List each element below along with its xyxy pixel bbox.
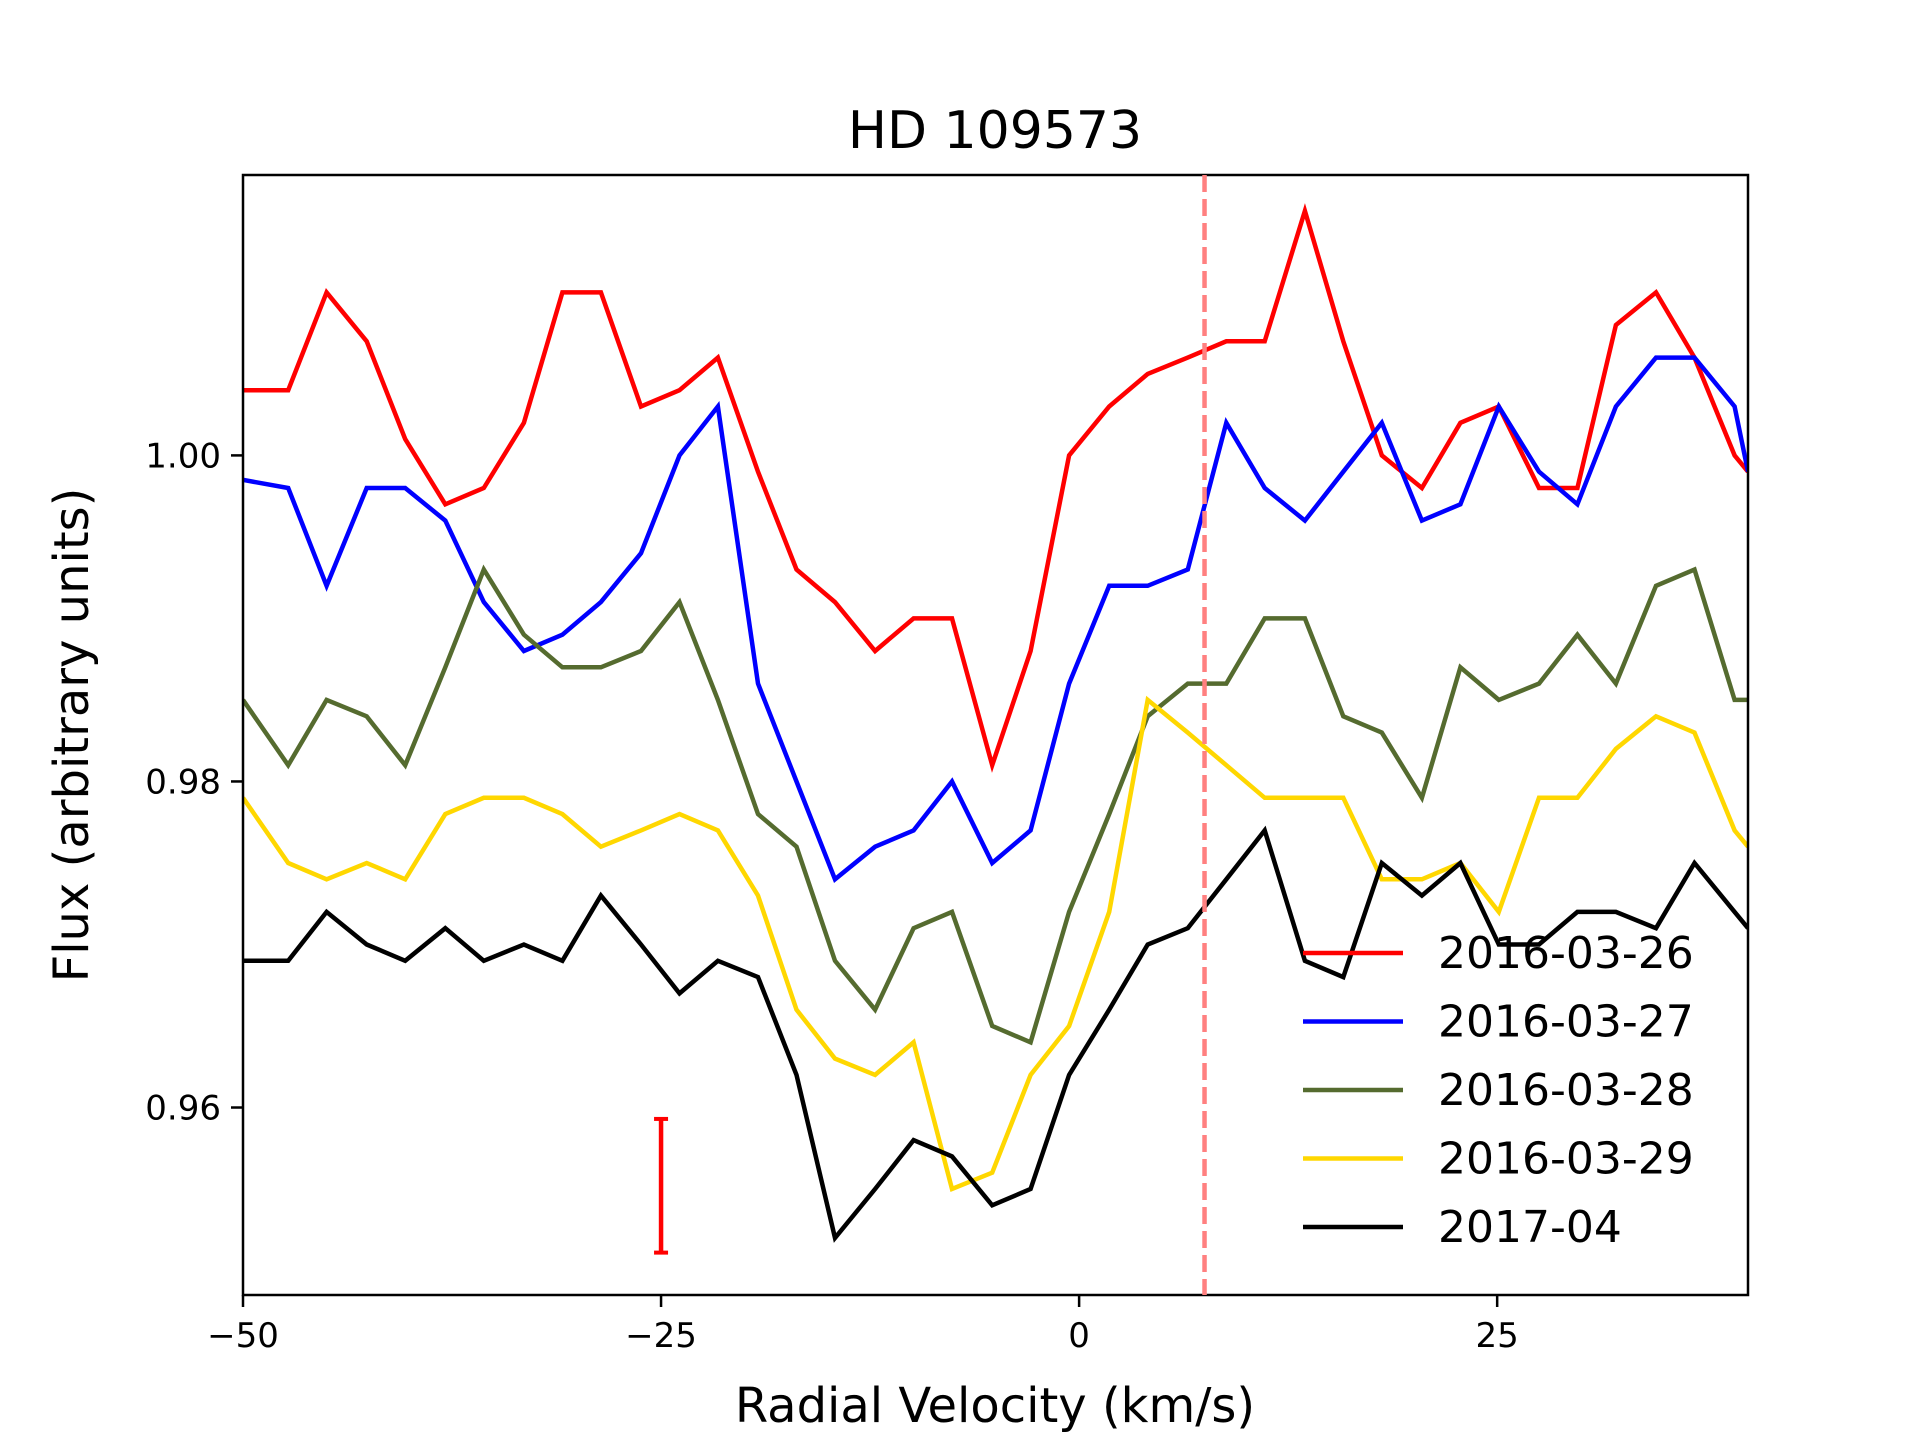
y-axis-label: Flux (arbitrary units)	[44, 488, 100, 983]
x-tick-label: 0	[1068, 1316, 1090, 1356]
series-line-1	[243, 203, 1748, 773]
annotations	[654, 175, 1207, 1295]
legend: 2016-03-26 2016-03-27 2016-03-28 2016-03-29…	[1303, 928, 1694, 1253]
axes-ticks: −50 −25 0 25 0.96 0.98 1.00	[145, 436, 1519, 1356]
legend-label-5: 2017-04	[1438, 1202, 1622, 1253]
series-line-3	[243, 564, 1748, 1046]
y-tick-label: 0.98	[145, 762, 221, 802]
chart-title: HD 109573	[848, 101, 1142, 161]
series-line-4	[243, 695, 1748, 1193]
y-tick-label: 1.00	[145, 436, 221, 476]
legend-label-4: 2016-03-29	[1438, 1134, 1694, 1185]
series-layer	[243, 203, 1748, 1243]
legend-label-1: 2016-03-26	[1438, 928, 1694, 979]
series-line-2	[243, 355, 1748, 883]
y-tick-label: 0.96	[145, 1089, 221, 1129]
legend-label-3: 2016-03-28	[1438, 1065, 1694, 1116]
x-axis-label: Radial Velocity (km/s)	[735, 1378, 1255, 1434]
plot-area	[243, 203, 1748, 1243]
legend-label-2: 2016-03-27	[1438, 997, 1694, 1048]
series-line-5	[243, 825, 1748, 1243]
x-tick-label: 25	[1476, 1316, 1519, 1356]
x-tick-label: −50	[207, 1316, 279, 1356]
x-tick-label: −25	[625, 1316, 697, 1356]
plot-frame	[241, 173, 1750, 1297]
